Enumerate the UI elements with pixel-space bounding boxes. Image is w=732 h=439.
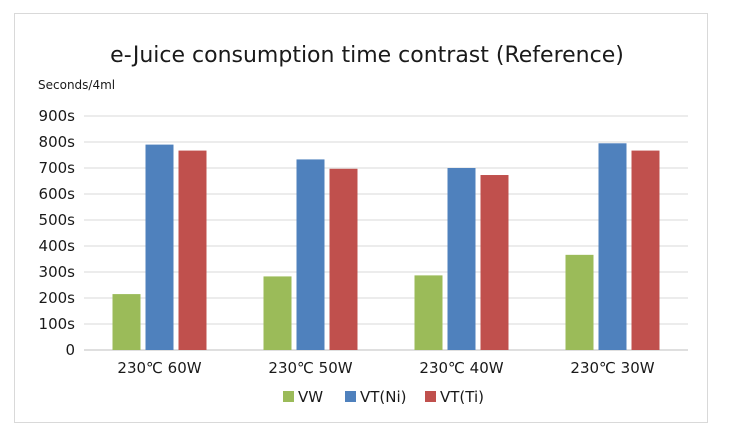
y-tick-label: 800s	[39, 133, 76, 151]
y-tick-labels: 0 100s 200s 300s 400s 500s 600s 700s 800s 900s	[39, 107, 76, 359]
bar-vt-ni	[447, 168, 476, 350]
bar-vw	[414, 275, 443, 350]
category-labels: 230℃ 60W 230℃ 50W 230℃ 40W 230℃ 30W	[117, 359, 654, 377]
y-tick-label: 500s	[39, 211, 76, 229]
legend-swatch	[425, 391, 436, 402]
bar-vt-ni	[296, 159, 325, 350]
bar-vw	[565, 254, 594, 350]
legend-swatch	[345, 391, 356, 402]
legend-label: VW	[298, 388, 323, 406]
category-label: 230℃ 60W	[117, 359, 201, 377]
bar-vw	[112, 294, 141, 350]
chart-title: e-Juice consumption time contrast (Refer…	[110, 43, 624, 68]
y-tick-label: 200s	[39, 289, 76, 307]
y-tick-label: 300s	[39, 263, 76, 281]
grid-layer	[84, 115, 688, 351]
legend-label: VT(Ni)	[360, 388, 407, 406]
y-tick-label: 400s	[39, 237, 76, 255]
bar-vt-ni	[598, 143, 627, 350]
y-tick-label: 700s	[39, 159, 76, 177]
category-label: 230℃ 50W	[268, 359, 352, 377]
bar-vt-ti	[480, 175, 509, 350]
y-tick-label: 100s	[39, 315, 76, 333]
y-tick-label: 600s	[39, 185, 76, 203]
y-tick-label: 900s	[39, 107, 76, 125]
bar-vw	[263, 276, 292, 350]
legend-swatch	[283, 391, 294, 402]
bar-vt-ti	[178, 150, 207, 350]
bar-vt-ni	[145, 144, 174, 350]
y-axis-label: Seconds/4ml	[38, 78, 115, 92]
bar-vt-ti	[631, 150, 660, 350]
bars	[112, 143, 660, 350]
legend-label: VT(Ti)	[440, 388, 484, 406]
category-label: 230℃ 30W	[570, 359, 654, 377]
legend: VW VT(Ni) VT(Ti)	[283, 388, 484, 406]
category-label: 230℃ 40W	[419, 359, 503, 377]
bar-vt-ti	[329, 168, 358, 350]
chart-frame	[14, 13, 708, 423]
y-tick-label: 0	[65, 341, 75, 359]
